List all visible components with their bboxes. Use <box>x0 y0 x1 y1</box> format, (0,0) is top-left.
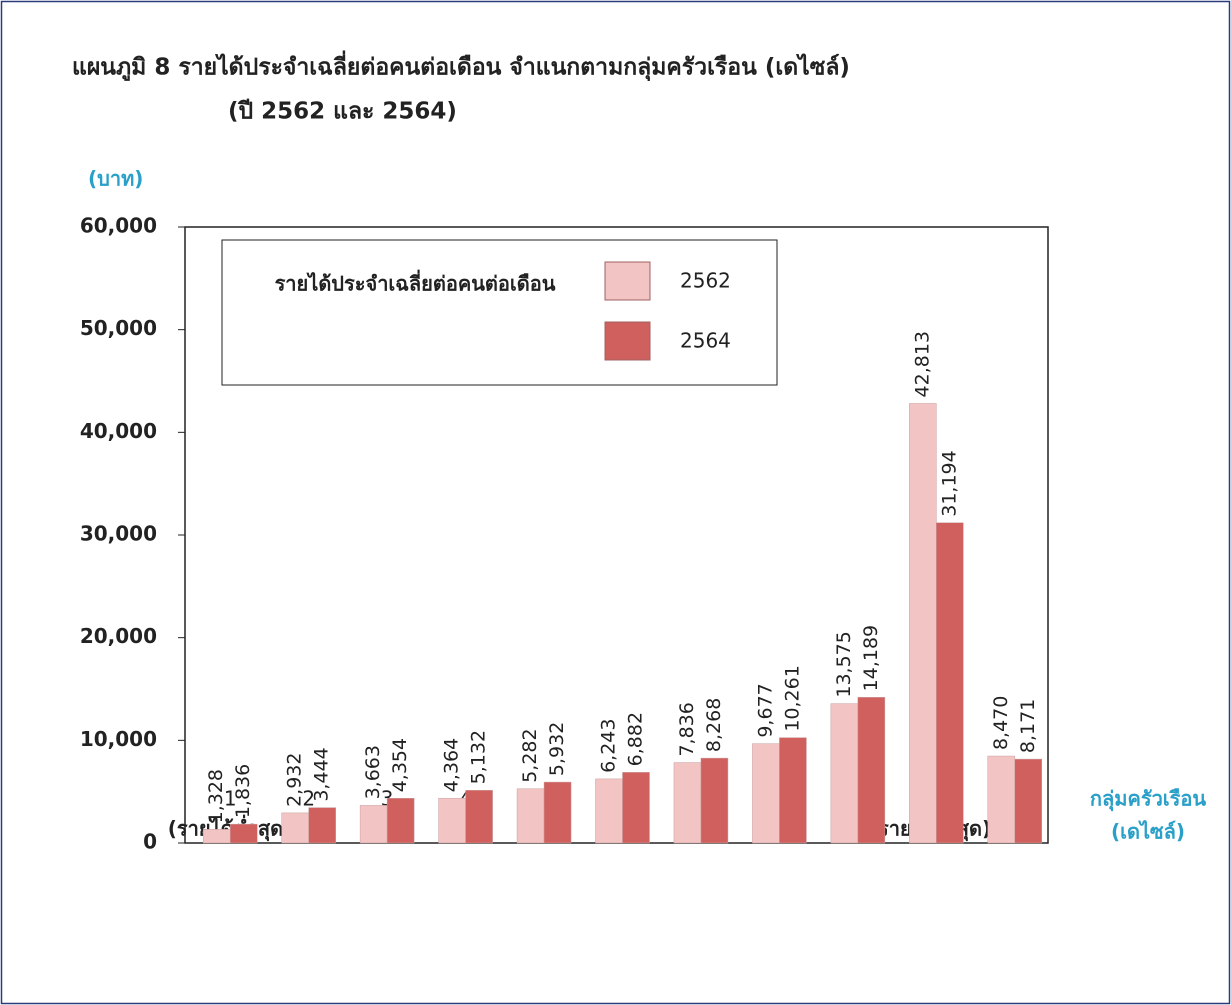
y-axis-label: (บาท) <box>88 167 143 191</box>
bar <box>779 737 807 844</box>
chart-subtitle: (ปี 2562 และ 2564) <box>228 99 457 125</box>
value-label: 7,836 <box>676 702 698 756</box>
value-label: 5,932 <box>546 722 568 776</box>
y-tick-label: 10,000 <box>80 727 157 751</box>
bar <box>386 798 415 844</box>
value-label: 6,243 <box>598 718 620 772</box>
bar <box>202 829 231 844</box>
value-label: 1,328 <box>205 769 227 823</box>
bar <box>700 757 729 844</box>
value-label: 4,354 <box>389 738 411 792</box>
bar <box>359 805 388 844</box>
y-tick-label: 0 <box>143 830 157 854</box>
value-label: 9,677 <box>754 683 776 737</box>
bar <box>465 790 493 844</box>
chart-title: แผนภูมิ 8 รายได้ประจำเฉลี่ยต่อคนต่อเดือน… <box>72 50 850 82</box>
legend-swatch <box>604 261 651 301</box>
bar <box>516 788 545 844</box>
value-label: 31,194 <box>938 450 960 516</box>
y-tick-label: 60,000 <box>80 214 157 238</box>
value-label: 3,444 <box>311 747 333 801</box>
bar <box>1014 758 1043 844</box>
value-label: 14,189 <box>860 625 882 691</box>
value-label: 8,470 <box>990 696 1012 750</box>
y-tick-label: 30,000 <box>80 522 157 546</box>
x-axis-label: (เดไซล์) <box>1111 820 1185 844</box>
legend-title: รายได้ประจำเฉลี่ยต่อคนต่อเดือน <box>275 269 556 296</box>
value-label: 6,882 <box>625 712 647 766</box>
value-label: 3,663 <box>362 745 384 799</box>
value-label: 4,364 <box>441 738 463 792</box>
bar <box>229 823 258 844</box>
legend-label: 2564 <box>680 329 731 353</box>
bar <box>281 812 309 844</box>
bar <box>830 703 859 844</box>
value-label: 2,932 <box>284 752 306 806</box>
value-label: 42,813 <box>911 331 933 397</box>
y-tick-label: 50,000 <box>80 316 157 340</box>
value-label: 1,836 <box>232 764 254 818</box>
legend-label: 2562 <box>680 269 731 293</box>
y-tick-label: 40,000 <box>80 419 157 443</box>
bar <box>987 755 1016 844</box>
x-tick-label: 2 <box>302 787 315 811</box>
bar <box>595 778 623 844</box>
bar <box>752 743 780 844</box>
value-label: 8,171 <box>1017 699 1039 753</box>
bar <box>673 762 702 844</box>
bar <box>438 797 466 844</box>
value-label: 5,132 <box>468 730 490 784</box>
value-label: 13,575 <box>833 631 855 697</box>
bar <box>936 522 964 844</box>
value-label: 5,282 <box>519 728 541 782</box>
bar <box>543 781 572 844</box>
x-axis-label: กลุ่มครัวเรือน <box>1090 787 1206 812</box>
bar <box>857 697 886 844</box>
x-tick-label: 1 <box>224 787 237 811</box>
bar <box>622 772 650 844</box>
y-tick-label: 20,000 <box>80 624 157 648</box>
legend <box>221 239 778 386</box>
bar <box>308 807 336 844</box>
value-label: 10,261 <box>781 665 803 731</box>
legend-swatch <box>604 321 651 361</box>
value-label: 8,268 <box>703 698 725 752</box>
bar <box>909 403 937 844</box>
